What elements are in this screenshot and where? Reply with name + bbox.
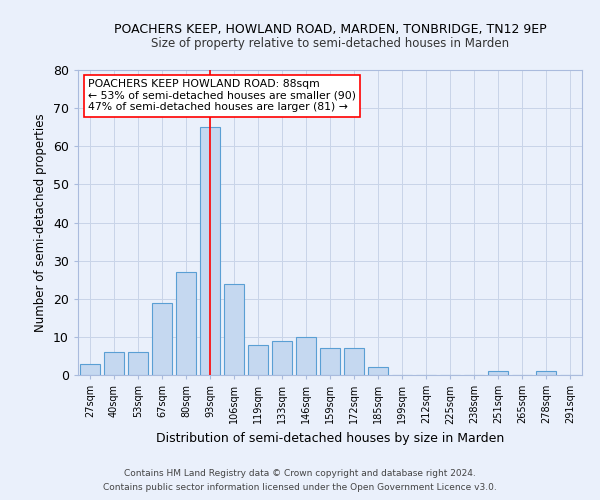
Text: Size of property relative to semi-detached houses in Marden: Size of property relative to semi-detach…	[151, 38, 509, 51]
Bar	[296, 337, 316, 375]
Bar	[344, 348, 364, 375]
Bar	[320, 348, 340, 375]
Bar	[368, 368, 388, 375]
Bar	[152, 302, 172, 375]
Bar	[128, 352, 148, 375]
Text: Contains public sector information licensed under the Open Government Licence v3: Contains public sector information licen…	[103, 484, 497, 492]
Text: POACHERS KEEP HOWLAND ROAD: 88sqm
← 53% of semi-detached houses are smaller (90): POACHERS KEEP HOWLAND ROAD: 88sqm ← 53% …	[88, 79, 356, 112]
Bar	[488, 371, 508, 375]
Bar	[176, 272, 196, 375]
Bar	[200, 127, 220, 375]
Bar	[80, 364, 100, 375]
Text: Contains HM Land Registry data © Crown copyright and database right 2024.: Contains HM Land Registry data © Crown c…	[124, 468, 476, 477]
Bar	[248, 344, 268, 375]
Bar	[224, 284, 244, 375]
Text: POACHERS KEEP, HOWLAND ROAD, MARDEN, TONBRIDGE, TN12 9EP: POACHERS KEEP, HOWLAND ROAD, MARDEN, TON…	[113, 22, 547, 36]
Bar	[536, 371, 556, 375]
Y-axis label: Number of semi-detached properties: Number of semi-detached properties	[34, 113, 47, 332]
Bar	[104, 352, 124, 375]
Bar	[272, 340, 292, 375]
X-axis label: Distribution of semi-detached houses by size in Marden: Distribution of semi-detached houses by …	[156, 432, 504, 445]
